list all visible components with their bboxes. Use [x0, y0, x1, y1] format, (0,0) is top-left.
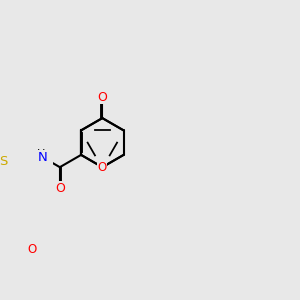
- Text: S: S: [0, 155, 7, 168]
- Text: N: N: [38, 151, 47, 164]
- Text: O: O: [98, 91, 107, 104]
- Text: O: O: [55, 182, 65, 194]
- Text: O: O: [97, 161, 106, 174]
- Text: O: O: [28, 243, 37, 256]
- Text: H: H: [37, 149, 45, 159]
- Text: N: N: [36, 151, 45, 164]
